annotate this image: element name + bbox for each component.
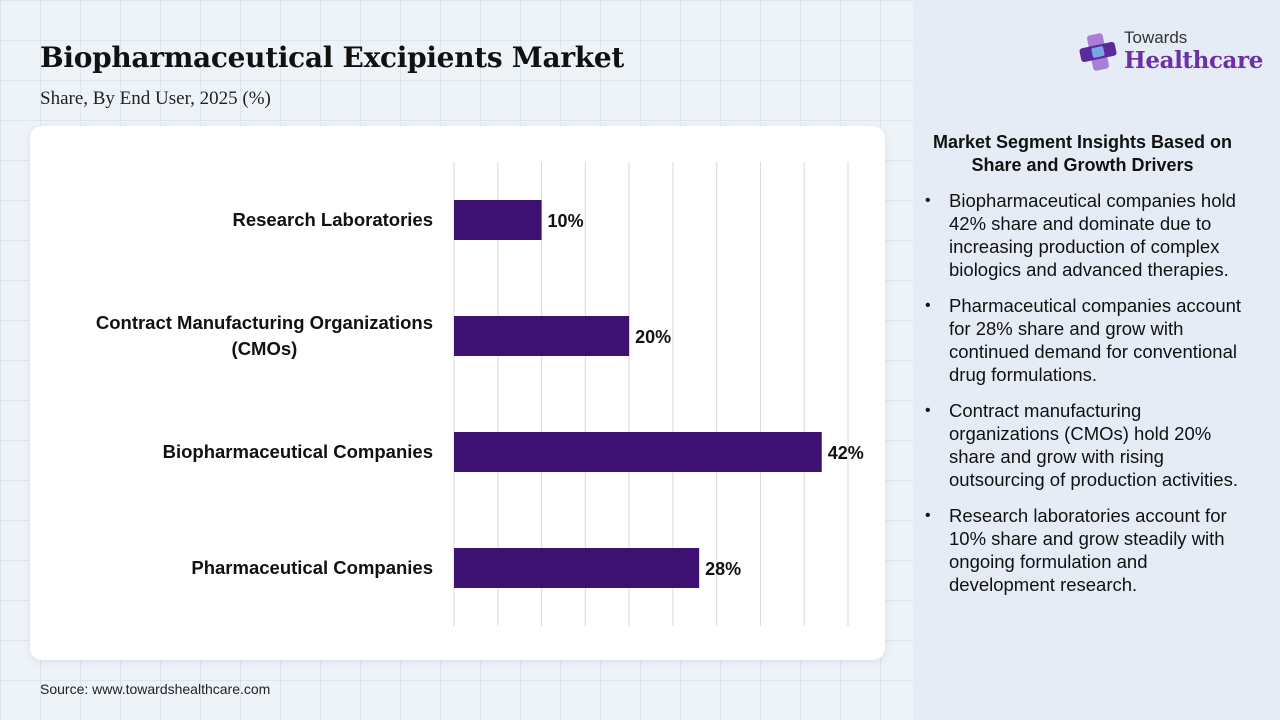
category-label: Pharmaceutical Companies [191,557,433,578]
bullet-icon: • [925,192,931,209]
towards-healthcare-logo: Towards Healthcare [1078,26,1263,80]
bar [454,200,542,240]
page-subtitle: Share, By End User, 2025 (%) [40,88,271,109]
bullet-icon: • [925,402,931,419]
bar [454,548,700,588]
insight-text: Biopharmaceutical companies hold 42% sha… [949,190,1236,280]
insight-item: • Pharmaceutical companies account for 28… [925,294,1245,386]
category-label: (CMOs) [232,338,298,359]
insight-text: Contract manufacturing organizations (CM… [949,400,1238,490]
insight-item: • Research laboratories account for 10% s… [925,504,1245,596]
page-title: Biopharmaceutical Excipients Market [40,41,625,74]
insights-panel [913,0,1280,720]
bar-chart: 10% Research Laboratories 20% Contract Manu… [96,162,864,626]
bullet-icon: • [925,507,931,524]
insight-text: Research laboratories account for 10% sh… [949,505,1227,595]
insight-item: • Biopharmaceutical companies hold 42% sh… [925,189,1245,281]
bullet-icon: • [925,297,931,314]
insight-item: • Contract manufacturing organizations (C… [925,399,1245,491]
insights-title: Market Segment Insights Based on Share a… [932,132,1233,175]
bar [454,432,822,472]
source-note: Source: www.towardshealthcare.com [40,681,271,697]
logo-text-healthcare: Healthcare [1124,47,1264,74]
bar [454,316,630,356]
category-label: Contract Manufacturing Organizations [96,312,433,333]
logo-text-towards: Towards [1124,28,1188,47]
insights-list: • Biopharmaceutical companies hold 42% sh… [925,189,1245,609]
data-label: 42% [828,443,864,463]
chart-card: 10% Research Laboratories 20% Contract Manu… [30,126,885,660]
insight-text: Pharmaceutical companies account for 28%… [949,295,1242,385]
category-label: Research Laboratories [232,209,433,230]
data-label: 20% [635,327,671,347]
category-label: Biopharmaceutical Companies [163,441,433,462]
data-label: 28% [705,559,741,579]
medical-cross-logo-icon [1079,33,1117,71]
data-label: 10% [548,211,584,231]
